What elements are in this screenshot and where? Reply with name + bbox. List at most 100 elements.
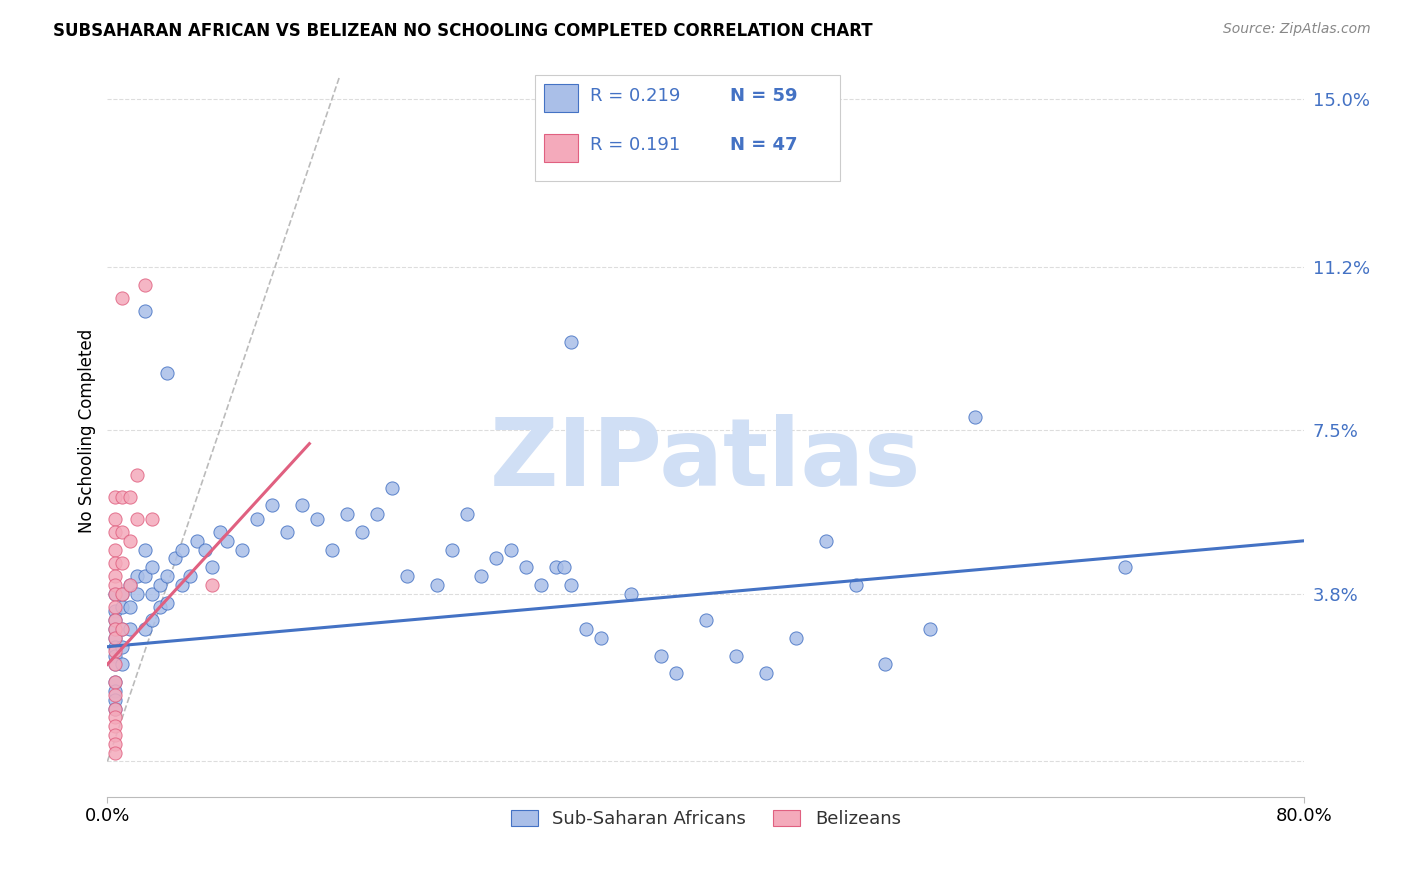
Point [844,578,866,592]
Point [965,410,987,425]
Point [156,366,179,380]
Point [194,542,217,557]
Point [104,604,127,618]
Legend: Sub-Saharan Africans, Belizeans: Sub-Saharan Africans, Belizeans [503,803,908,836]
Point [560,335,582,350]
Point [530,578,553,592]
Point [201,560,224,574]
Point [104,648,127,663]
Point [665,666,688,681]
Point [456,508,478,522]
Point [111,622,134,636]
Point [485,551,508,566]
Point [111,587,134,601]
Text: ZIPatlas: ZIPatlas [491,414,921,506]
Point [575,622,598,636]
Point [875,657,897,672]
Point [560,578,582,592]
Point [785,631,807,645]
Text: N = 47: N = 47 [730,136,797,154]
Point [118,533,141,548]
Point [149,599,172,614]
Point [104,587,127,601]
Point [104,631,127,645]
Point [111,657,134,672]
Point [149,578,172,592]
Point [553,560,575,574]
Point [111,556,134,570]
Point [172,578,194,592]
FancyBboxPatch shape [544,84,578,112]
Point [104,746,127,760]
Point [104,692,127,706]
Point [104,613,127,627]
Point [276,524,298,539]
Point [515,560,537,574]
Point [134,542,156,557]
Point [104,701,127,715]
Point [111,640,134,654]
Point [141,587,163,601]
Point [104,728,127,742]
Point [104,490,127,504]
Point [104,599,127,614]
Point [134,304,156,318]
Point [440,542,463,557]
Point [104,657,127,672]
Point [134,277,156,292]
Point [650,648,672,663]
Point [104,719,127,733]
Point [426,578,449,592]
Point [104,512,127,526]
Point [246,512,269,526]
Point [201,578,224,592]
Point [104,688,127,702]
Point [111,524,134,539]
Point [118,578,141,592]
Point [127,467,149,482]
Point [141,512,163,526]
Point [217,533,239,548]
Point [111,587,134,601]
Point [920,622,942,636]
Point [695,613,717,627]
Point [104,710,127,724]
Point [127,512,149,526]
Point [141,560,163,574]
Point [134,622,156,636]
Point [104,675,127,690]
Point [231,542,253,557]
Point [1114,560,1136,574]
Point [118,490,141,504]
Point [104,569,127,583]
Point [321,542,343,557]
Point [104,644,127,658]
FancyBboxPatch shape [534,75,839,181]
Point [104,622,127,636]
Point [546,560,568,574]
Point [350,524,373,539]
Point [104,631,127,645]
Point [104,622,127,636]
Point [111,622,134,636]
Point [381,481,404,495]
Point [104,524,127,539]
Point [141,613,163,627]
Point [104,587,127,601]
Point [118,622,141,636]
Point [104,640,127,654]
Point [470,569,492,583]
Text: Source: ZipAtlas.com: Source: ZipAtlas.com [1223,22,1371,37]
Point [104,556,127,570]
Point [172,542,194,557]
Point [127,569,149,583]
Point [336,508,359,522]
Text: N = 59: N = 59 [730,87,797,104]
Point [104,542,127,557]
Point [104,675,127,690]
Text: R = 0.191: R = 0.191 [589,136,681,154]
Point [501,542,523,557]
Text: SUBSAHARAN AFRICAN VS BELIZEAN NO SCHOOLING COMPLETED CORRELATION CHART: SUBSAHARAN AFRICAN VS BELIZEAN NO SCHOOL… [53,22,873,40]
Point [591,631,613,645]
Point [104,683,127,698]
